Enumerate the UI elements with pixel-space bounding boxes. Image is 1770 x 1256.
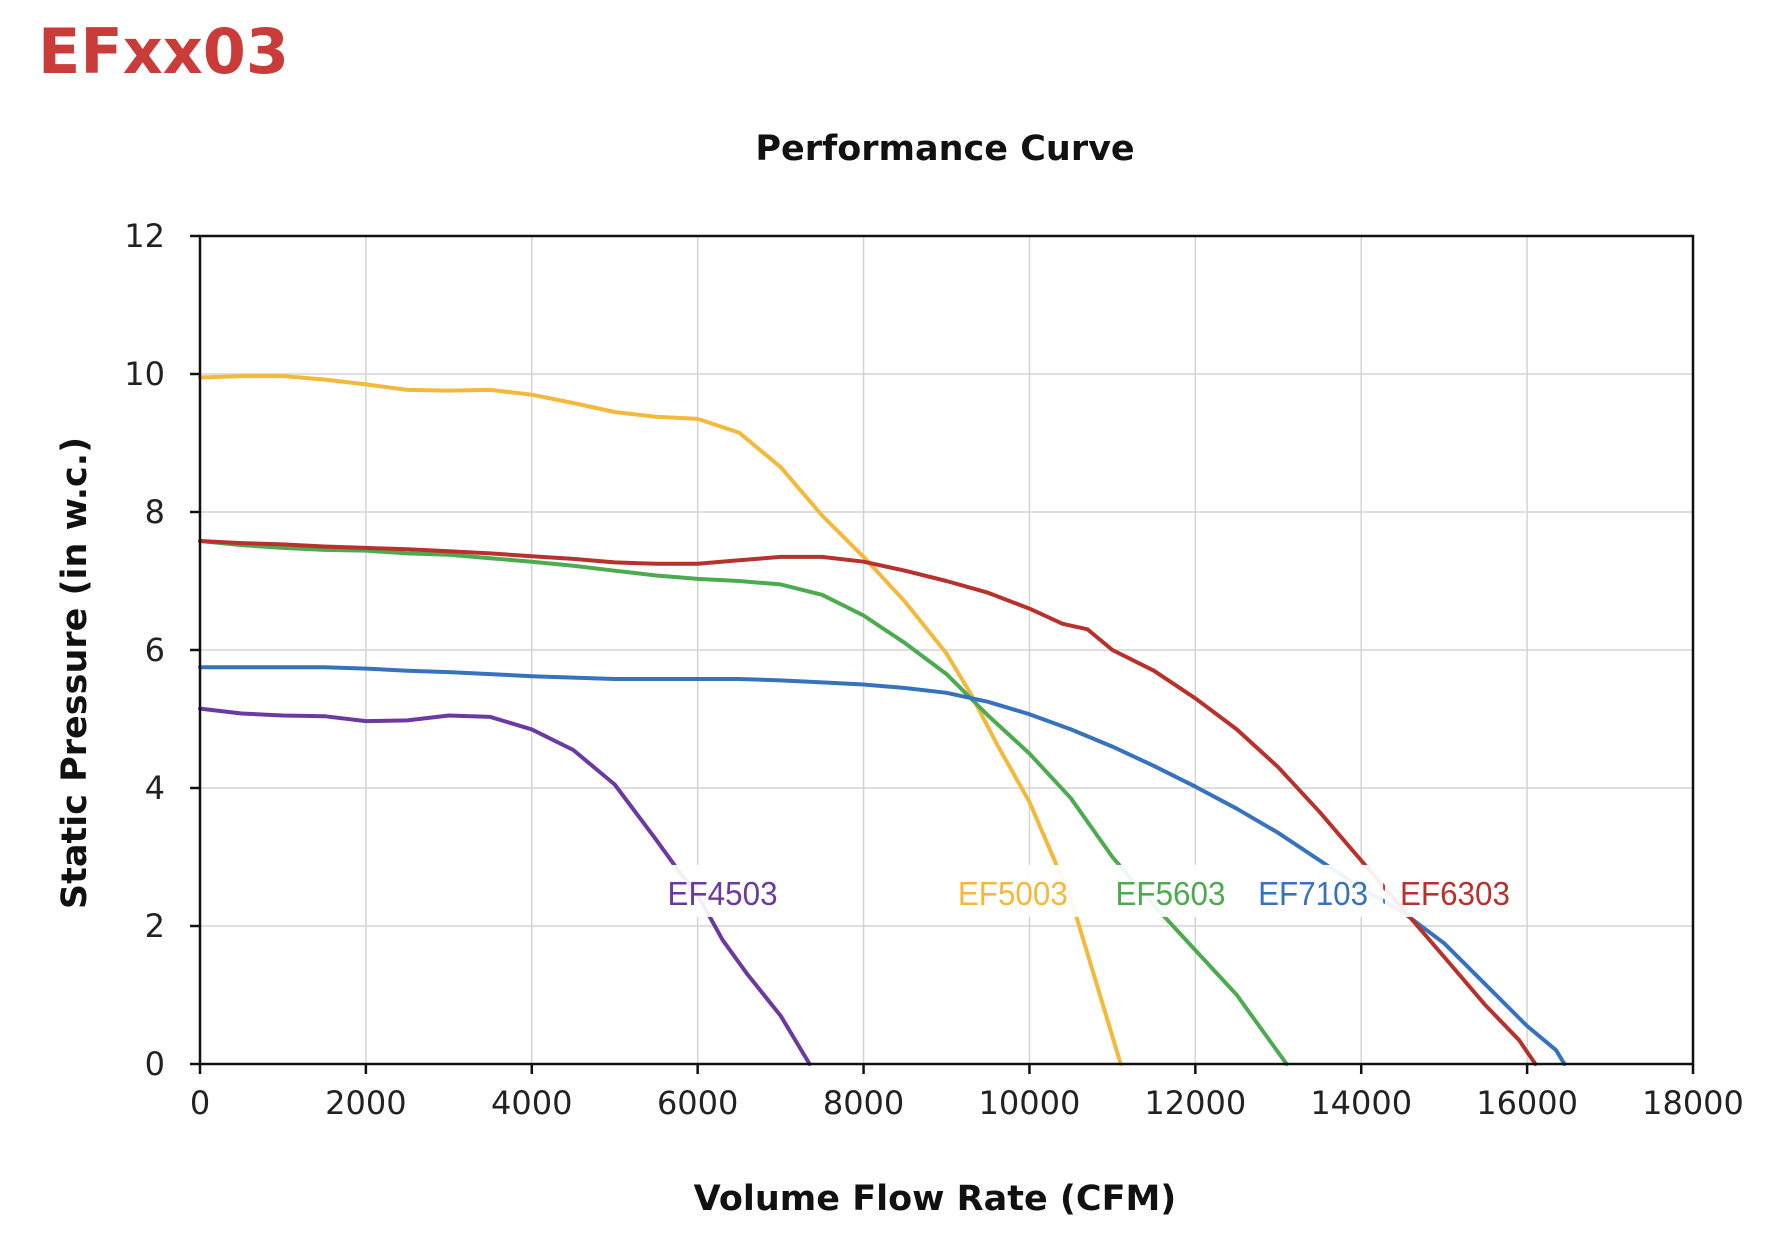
series-label-text: EF7103 [1258, 875, 1368, 912]
series-line-ef6303 [198, 539, 1538, 1066]
tick-labels-group: 0 2000 4000 6000 8000 10000 12000 14000 16000 180… [124, 217, 1744, 1122]
series-label-text: EF5003 [958, 875, 1068, 912]
series-label-background [942, 864, 1083, 917]
series-label-background [1243, 864, 1384, 917]
page-title: EFxx03 [38, 15, 289, 88]
y-tick-label: 0 [145, 1045, 165, 1083]
chart-series-group [198, 374, 1567, 1066]
y-tick-label: 4 [145, 769, 165, 807]
y-axis-title: Static Pressure (in w.c.) [55, 437, 95, 909]
series-label-text: EF4503 [668, 875, 778, 912]
chart-axes [190, 234, 1695, 1074]
series-labels-group: EF4503 EF5003 EF5603 EF7103 EF6303 [652, 864, 1525, 917]
series-label-background [652, 864, 793, 917]
series-line-ef5603 [198, 539, 1289, 1066]
series-label-text: EF6303 [1400, 875, 1510, 912]
x-tick-label: 2000 [325, 1084, 406, 1122]
series-label-ef7103: EF7103 [1243, 864, 1384, 917]
series-label-text: EF5603 [1115, 875, 1225, 912]
y-tick-label: 2 [145, 907, 165, 945]
x-axis-title: Volume Flow Rate (CFM) [694, 1179, 1177, 1219]
series-label-ef5003: EF5003 [942, 864, 1083, 917]
y-tick-label: 12 [124, 217, 165, 255]
x-tick-label: 14000 [1310, 1084, 1412, 1122]
series-line-ef5003 [198, 374, 1123, 1066]
x-tick-label: 8000 [823, 1084, 904, 1122]
y-tick-label: 8 [145, 493, 165, 531]
y-tick-label: 10 [124, 355, 165, 393]
x-tick-label: 16000 [1476, 1084, 1578, 1122]
series-label-background [1384, 864, 1525, 917]
series-label-ef4503: EF4503 [652, 864, 793, 917]
series-label-ef6303: EF6303 [1384, 864, 1525, 917]
chart-title: Performance Curve [755, 129, 1134, 169]
x-tick-label: 18000 [1642, 1084, 1744, 1122]
x-tick-label: 4000 [491, 1084, 572, 1122]
x-tick-label: 0 [190, 1084, 210, 1122]
y-tick-label: 6 [145, 631, 165, 669]
chart-grid [199, 235, 1694, 1065]
x-tick-label: 10000 [979, 1084, 1081, 1122]
series-label-background [1100, 864, 1241, 917]
series-line-ef4503 [198, 706, 812, 1066]
x-tick-label: 6000 [657, 1084, 738, 1122]
series-label-ef5603: EF5603 [1100, 864, 1241, 917]
x-tick-label: 12000 [1144, 1084, 1246, 1122]
